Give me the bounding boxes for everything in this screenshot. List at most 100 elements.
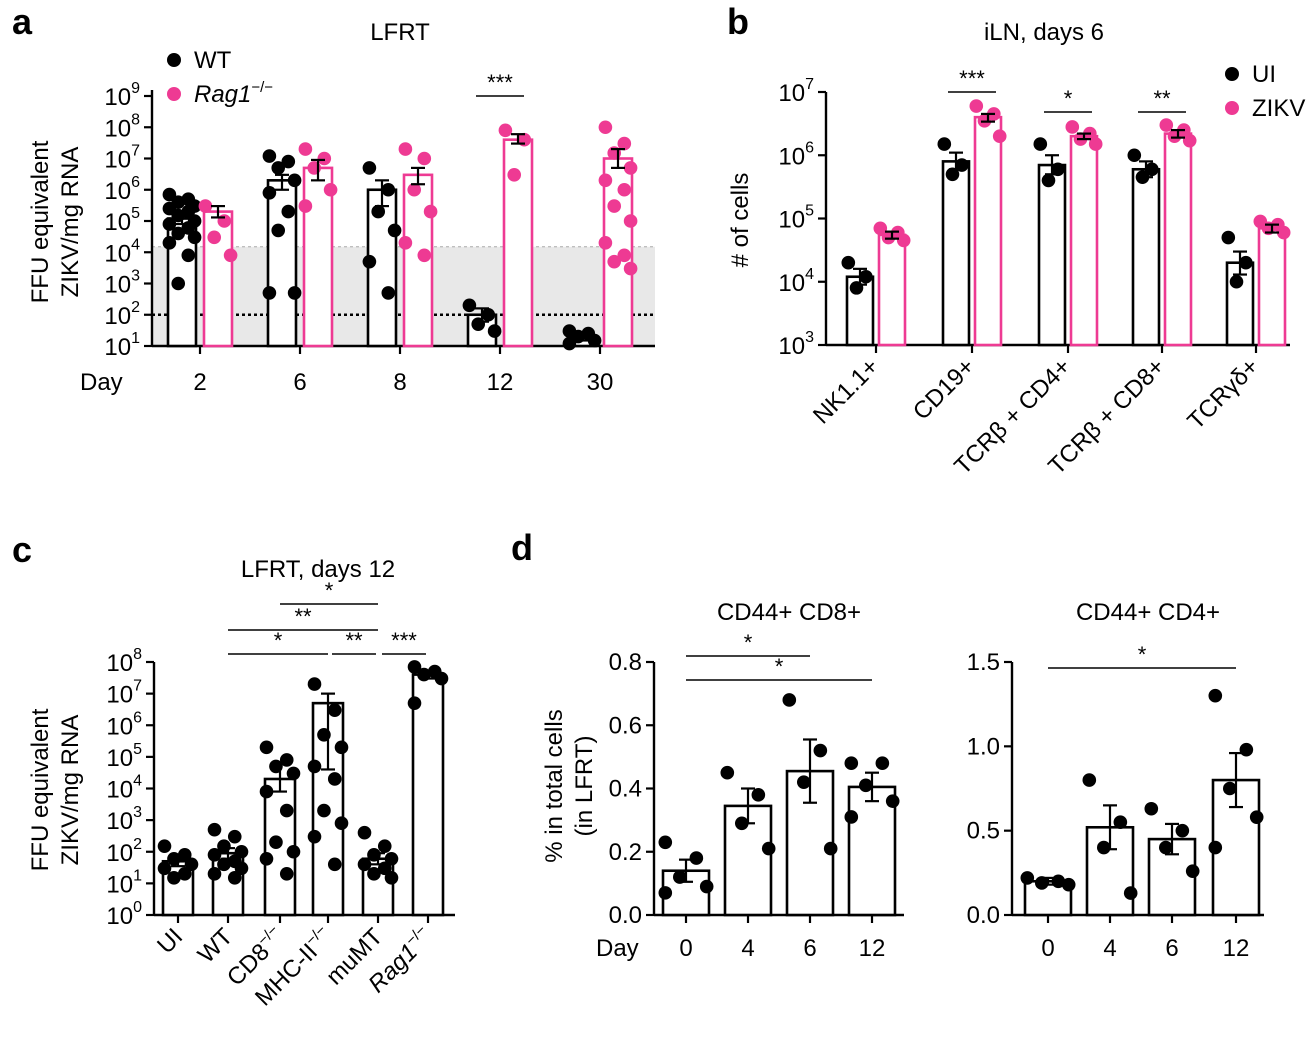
series-lfrt-point	[307, 829, 322, 844]
y-tick-label-base: 10	[106, 650, 133, 677]
y-tick-label: 0.0	[609, 902, 642, 929]
x-tick-label: UI	[152, 923, 188, 959]
y-tick-label-base: 10	[106, 713, 133, 740]
y-axis-label: # of cells	[727, 173, 754, 268]
y-tick-label-base: 10	[778, 207, 805, 234]
series-rag1-point	[498, 123, 513, 138]
y-tick-label-base: 10	[106, 871, 133, 898]
series-rag1-point	[223, 248, 238, 263]
series-d1-point	[761, 841, 776, 856]
y-tick-label: 103	[106, 804, 142, 835]
series-rag1-point	[298, 199, 313, 213]
y-tick-label: 102	[104, 299, 140, 330]
x-tick-label: 4	[1103, 935, 1116, 962]
y-tick-label: 0.5	[967, 818, 1000, 845]
series-d2-point	[1175, 823, 1190, 838]
series-ui-point	[1051, 162, 1065, 177]
series-rag1-point	[323, 182, 338, 197]
series-d2-point	[1096, 840, 1111, 855]
series-wt-point	[262, 185, 277, 200]
y-tick-label: 0.6	[609, 712, 642, 739]
y-tick-label-exp: 8	[131, 111, 140, 128]
series-lfrt-point	[407, 696, 422, 710]
legend-marker	[167, 53, 181, 67]
y-tick-label-base: 10	[104, 147, 131, 174]
series-wt-point	[481, 307, 496, 322]
series-d2-point	[1208, 688, 1223, 703]
series-wt-point	[281, 204, 296, 219]
y-tick-label: 0.8	[609, 649, 642, 676]
x-tick-label: 30	[587, 369, 614, 396]
series-d2-point	[1113, 815, 1128, 830]
panel-d2: 0.0 0.5 1.0 1.5 0 4 6 12 CD44+ CD4+ *	[967, 599, 1264, 962]
y-tick-label-base: 10	[778, 333, 805, 360]
series-d2-point	[1185, 864, 1200, 878]
series-lfrt-point	[227, 829, 242, 844]
series-lfrt-point	[327, 772, 342, 786]
series-ui-bar	[1037, 163, 1067, 347]
series-zikv-point	[1065, 120, 1080, 134]
series-ui-point	[1221, 230, 1236, 245]
series-wt-point	[462, 298, 477, 313]
series-wt-point	[381, 182, 396, 197]
series-wt-point	[162, 187, 177, 202]
series-lfrt-point	[279, 803, 294, 818]
series-lfrt-point	[434, 671, 449, 686]
series-lfrt-point	[377, 839, 392, 853]
legend-label-base: Rag1	[194, 81, 251, 108]
series-lfrt-point	[207, 848, 222, 862]
series-lfrt-point	[327, 857, 342, 872]
series-rag1-point	[623, 261, 638, 276]
y-tick-label-base: 10	[778, 143, 805, 170]
y-tick-label-base: 10	[778, 80, 805, 107]
series-rag1-point	[417, 151, 432, 166]
legend-label: Rag1−/−	[194, 79, 273, 108]
legend-label: UI	[1252, 61, 1276, 88]
significance-label: *	[325, 578, 334, 603]
series-zikv-bar	[973, 115, 1003, 347]
y-tick-label: 105	[104, 205, 140, 236]
series-rag1-point	[398, 236, 413, 250]
y-tick-label: 104	[778, 266, 814, 297]
y-tick-label: 109	[104, 80, 140, 111]
y-tick-label: 0.4	[609, 776, 642, 803]
panel-d1: 0.0 0.2 0.4 0.6 0.8 0 4 6 12 CD44+ CD8+ * * d Day % in…	[511, 527, 904, 962]
y-tick-label: 102	[106, 836, 142, 867]
y-tick-label: 108	[106, 646, 142, 677]
y-tick-label: 107	[106, 678, 142, 709]
y-axis-label: ZIKV/mg RNA	[57, 147, 84, 298]
series-d1-point	[875, 756, 890, 770]
series-ui-point	[1033, 137, 1048, 151]
series-lfrt-point	[317, 803, 331, 818]
x-tick-label: 6	[803, 935, 816, 962]
series-d1-point	[658, 835, 673, 850]
y-tick-label: 106	[104, 174, 140, 205]
y-tick-label-exp: 7	[805, 76, 814, 93]
chart-title: iLN, days 6	[984, 19, 1104, 46]
series-rag1-point	[617, 182, 632, 197]
series-zikv-bar	[1069, 134, 1099, 347]
series-rag1-point	[407, 182, 422, 197]
series-lfrt-point	[234, 861, 249, 876]
series-ui-point	[1127, 148, 1142, 163]
y-tick-label-base: 10	[106, 840, 133, 867]
panel-label: d	[511, 527, 533, 568]
series-lfrt-point	[227, 871, 242, 885]
chart-title: CD44+ CD4+	[1076, 599, 1220, 626]
series-lfrt-point	[384, 851, 399, 866]
panel-label: b	[727, 1, 749, 42]
series-d2-point	[1123, 886, 1138, 900]
y-tick-label-base: 10	[104, 209, 131, 236]
y-tick-label-exp: 0	[133, 899, 142, 916]
y-axis-label: ZIKV/mg RNA	[57, 715, 84, 866]
series-ui-point	[945, 167, 960, 182]
series-lfrt-point	[367, 867, 381, 881]
series-d2-point	[1222, 781, 1237, 796]
series-lfrt-point	[184, 857, 199, 872]
series-rag1-point	[217, 214, 232, 228]
y-tick-label-base: 10	[104, 84, 131, 111]
y-tick-label-exp: 6	[133, 709, 142, 726]
y-tick-label-exp: 5	[131, 205, 140, 222]
series-rag1-point	[317, 151, 332, 166]
